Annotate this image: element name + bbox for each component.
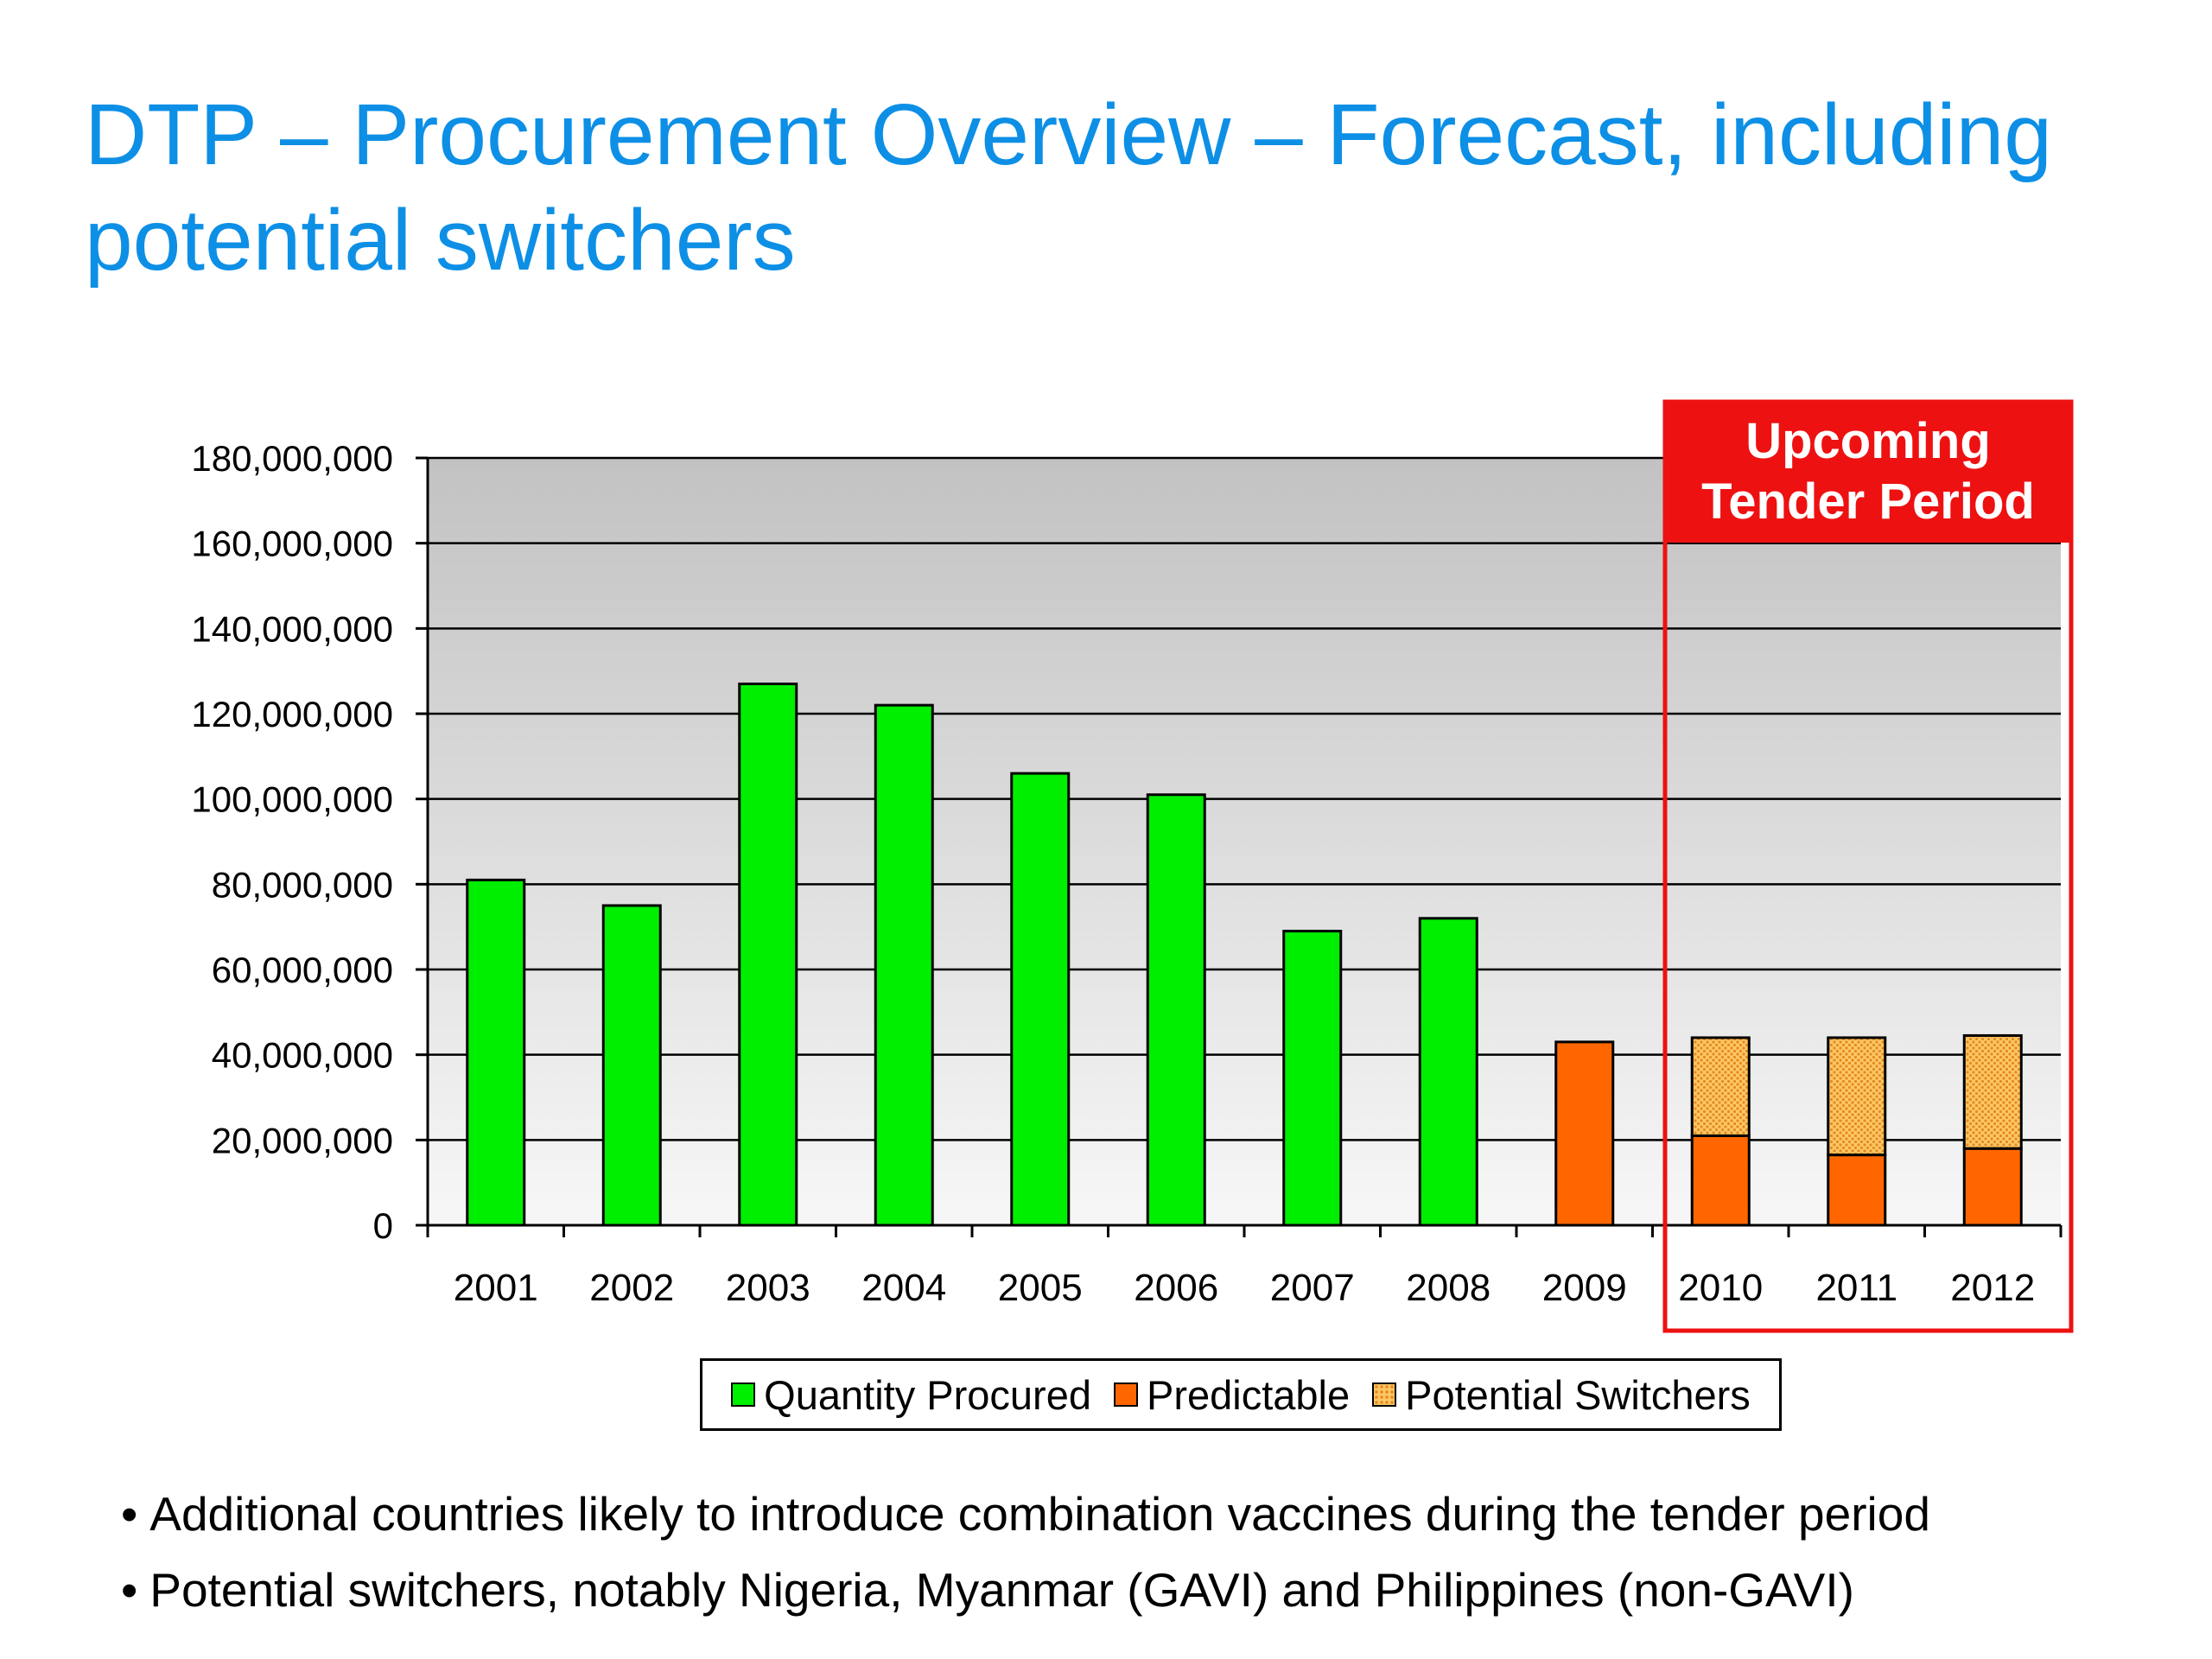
gridlines — [428, 456, 2061, 1141]
y-tick-label: 60,000,000 — [212, 950, 393, 990]
plot-area — [428, 458, 2061, 1225]
bar-predictable-2009 — [1554, 1040, 1615, 1227]
y-tick-label: 40,000,000 — [212, 1035, 393, 1076]
x-tick-label: 2005 — [998, 1267, 1083, 1309]
bar-quantity-procured-2003 — [738, 682, 798, 1227]
tender-period-callout: Upcoming Tender Period — [1662, 399, 2074, 1333]
bar-potential-switchers-2010 — [1690, 1036, 1751, 1137]
legend-label-potential-switchers: Potential Switchers — [1405, 1371, 1751, 1418]
y-tick-label: 20,000,000 — [212, 1120, 393, 1160]
y-tick-label: 180,000,000 — [191, 438, 393, 479]
bars — [466, 682, 2023, 1227]
bar-potential-switchers-2012 — [1962, 1033, 2023, 1150]
bar-quantity-procured-2005 — [1010, 772, 1071, 1227]
tender-period-label-line-2: Tender Period — [1701, 474, 2035, 530]
y-tick-label: 80,000,000 — [212, 864, 393, 905]
x-tick-label: 2001 — [454, 1267, 538, 1309]
bar-quantity-procured-2001 — [466, 878, 526, 1227]
tick-labels: 0 20,000,000 40,000,000 60,000,000 80,000,00… — [191, 438, 2035, 1309]
y-tick-label: 160,000,000 — [191, 524, 393, 564]
x-tick-label: 2010 — [1678, 1267, 1763, 1309]
bar-predictable-2011 — [1827, 1154, 1887, 1227]
x-tick-label: 2003 — [726, 1267, 810, 1309]
bar-quantity-procured-2002 — [601, 904, 662, 1227]
bullet-item: Potential switchers, notably Nigeria, My… — [121, 1552, 1930, 1628]
legend-item-quantity-procured: Quantity Procured — [731, 1371, 1091, 1419]
bar-quantity-procured-2004 — [874, 703, 934, 1227]
y-tick-label: 100,000,000 — [191, 779, 393, 820]
bar-quantity-procured-2007 — [1282, 930, 1343, 1227]
legend-item-potential-switchers: Potential Switchers — [1372, 1371, 1751, 1419]
bullet-list: Additional countries likely to introduce… — [121, 1476, 1930, 1628]
x-tick-label: 2002 — [589, 1267, 674, 1309]
bar-predictable-2010 — [1690, 1134, 1751, 1227]
legend-label-predictable: Predictable — [1146, 1371, 1351, 1418]
bar-quantity-procured-2006 — [1146, 793, 1206, 1227]
x-tick-label: 2004 — [861, 1267, 946, 1309]
y-tick-label: 0 — [373, 1205, 393, 1246]
legend-swatch-quantity-procured — [731, 1382, 756, 1407]
x-tick-label: 2008 — [1406, 1267, 1491, 1309]
legend-swatch-potential-switchers — [1372, 1382, 1397, 1407]
legend: Quantity Procured Predictable Potential … — [700, 1358, 1782, 1431]
slide-title: DTP – Procurement Overview – Forecast, i… — [85, 82, 2141, 293]
x-tick-label: 2011 — [1815, 1267, 1897, 1309]
bar-quantity-procured-2008 — [1418, 917, 1478, 1227]
x-tick-label: 2006 — [1134, 1267, 1218, 1309]
x-tick-label: 2009 — [1542, 1267, 1627, 1309]
y-tick-label: 120,000,000 — [191, 694, 393, 734]
axes — [416, 456, 2063, 1237]
slide-title-line-2: potential switchers — [85, 192, 796, 289]
tender-period-header — [1665, 402, 2071, 543]
x-tick-label: 2007 — [1270, 1267, 1355, 1309]
legend-item-predictable: Predictable — [1113, 1371, 1351, 1419]
bar-potential-switchers-2011 — [1827, 1036, 1887, 1157]
legend-label-quantity-procured: Quantity Procured — [764, 1371, 1091, 1418]
legend-swatch-predictable — [1113, 1382, 1138, 1407]
slide-title-line-1: DTP – Procurement Overview – Forecast, i… — [85, 86, 2052, 183]
tender-period-label-line-1: Upcoming — [1745, 413, 1991, 469]
bullet-item: Additional countries likely to introduce… — [121, 1476, 1930, 1552]
x-tick-label: 2012 — [1950, 1267, 2035, 1309]
bar-predictable-2012 — [1962, 1147, 2023, 1227]
y-tick-label: 140,000,000 — [191, 608, 393, 649]
